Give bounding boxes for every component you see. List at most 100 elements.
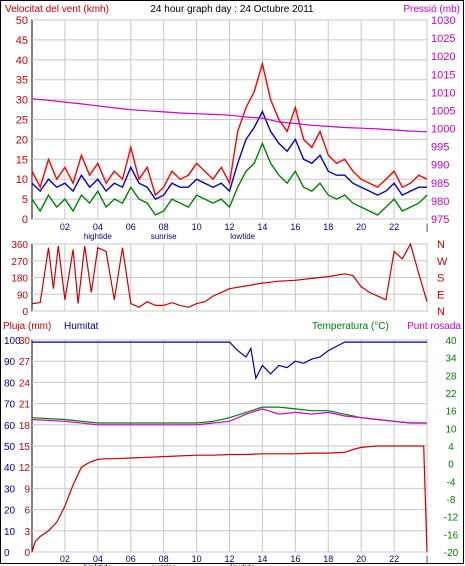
rain-xtick: 06 [126, 554, 136, 564]
wind-ytick-left: 40 [16, 55, 28, 67]
direction-compass-label: N [437, 306, 445, 318]
rain-event-lowtide: lowtide [230, 563, 255, 566]
rain-ytick: 30 [19, 336, 31, 347]
pressure-ytick-right: 990 [431, 160, 449, 172]
temperature-ytick: 34 [445, 354, 457, 365]
rain-xtick: 02 [60, 554, 70, 564]
wind-xtick: 04 [93, 222, 103, 232]
wind-xtick: 02 [60, 222, 70, 232]
rain-ytick: 9 [24, 484, 30, 495]
rain-xtick: 08 [159, 554, 169, 564]
direction-ytick: 0 [22, 307, 28, 318]
wind-ytick-left: 15 [16, 154, 28, 166]
wind-ytick-left: 10 [16, 174, 28, 186]
direction-ytick: 180 [11, 274, 28, 285]
humidity-ytick: 60 [4, 421, 16, 432]
wind-ytick-left: 5 [22, 194, 28, 206]
pressure-ylabel-right: Pressió (mb) [403, 4, 460, 15]
rain-xtick: 12 [224, 554, 234, 564]
rain-xtick: 04 [93, 554, 103, 564]
humidity-ytick: 30 [4, 484, 16, 495]
pressure-ytick-right: 1025 [431, 33, 455, 45]
pressure-ytick-right: 995 [431, 142, 449, 154]
rain-ytick: 12 [19, 463, 31, 474]
wind-xtick: | [426, 222, 428, 232]
dewpoint-ylabel: Punt rosada [407, 321, 461, 332]
wind-ytick-left: 35 [16, 75, 28, 87]
temperature-ytick: -20 [444, 548, 459, 559]
series-humidity [32, 341, 427, 381]
rain-ytick: 3 [24, 527, 30, 538]
pressure-ytick-right: 1010 [431, 87, 455, 99]
rain-ytick: 21 [19, 400, 31, 411]
wind-xtick: 12 [224, 222, 234, 232]
humidity-ytick: 90 [4, 357, 16, 368]
wind-event-sunrise: sunrise [151, 232, 177, 241]
wind-xtick: 16 [290, 222, 300, 232]
humidity-ytick: 0 [4, 548, 10, 559]
direction-compass-label: N [437, 239, 445, 251]
pressure-ytick-right: 1030 [431, 15, 455, 27]
rain-xtick: 16 [290, 554, 300, 564]
rain-xtick: 20 [356, 554, 366, 564]
rain-event-hightide: hightide [84, 563, 113, 566]
direction-compass-label: W [437, 256, 448, 268]
wind-event-lowtide: lowtide [230, 232, 255, 241]
pressure-ytick-right: 985 [431, 178, 449, 190]
humidity-ylabel: Humitat [64, 321, 99, 332]
direction-compass-label: S [437, 273, 444, 285]
rain-ytick: 27 [19, 357, 31, 368]
temperature-ytick: 16 [445, 407, 457, 418]
pressure-ytick-right: 1020 [431, 51, 455, 63]
wind-ytick-left: 0 [22, 214, 28, 226]
wind-xtick: 22 [389, 222, 399, 232]
pressure-ytick-right: 1000 [431, 124, 455, 136]
rain-ytick: 18 [19, 421, 31, 432]
series-pressure [31, 98, 428, 133]
rain-ytick: 0 [24, 548, 30, 559]
humidity-ytick: 50 [4, 442, 16, 453]
direction-ytick: 360 [11, 240, 28, 251]
series-wind [31, 109, 427, 200]
humidity-ytick: 10 [4, 527, 16, 538]
series-dewpoint [31, 408, 427, 426]
series-direction [31, 242, 428, 308]
pressure-ytick-right: 1015 [431, 69, 455, 81]
pressure-ytick-right: 980 [431, 196, 449, 208]
pressure-ytick-right: 975 [431, 214, 449, 226]
temperature-ytick: -16 [444, 530, 459, 541]
wind-ytick-left: 25 [16, 115, 28, 127]
series-wind-min [31, 141, 428, 216]
rain-xtick: 10 [192, 554, 202, 564]
humidity-ytick: 80 [4, 378, 16, 389]
temperature-ylabel: Temperatura (°C) [312, 321, 389, 332]
wind-xtick: 18 [323, 222, 333, 232]
wind-ytick-left: 30 [16, 95, 28, 107]
temperature-ytick: 0 [448, 460, 454, 471]
series-rain [31, 445, 428, 553]
direction-compass-label: E [437, 289, 444, 301]
rain-xtick: 22 [389, 554, 399, 564]
wind-event-hightide: hightide [84, 232, 113, 241]
rain-ytick: 6 [24, 506, 30, 517]
wind-ytick-left: 50 [16, 15, 28, 27]
wind-ylabel-left: Velocitat del vent (kmh) [5, 4, 109, 15]
temperature-ytick: 22 [445, 389, 457, 400]
direction-ytick: 90 [17, 290, 29, 301]
rain-ytick: 15 [19, 442, 31, 453]
wind-xtick: 06 [126, 222, 136, 232]
humidity-ytick: 70 [4, 400, 16, 411]
wind-ytick-left: 20 [16, 134, 28, 146]
rain-ytick: 24 [19, 378, 31, 389]
wind-title: 24 hour graph day : 24 Octubre 2011 [150, 4, 314, 15]
wind-xtick: 08 [159, 222, 169, 232]
wind-xtick: 20 [356, 222, 366, 232]
temperature-ytick: 40 [445, 336, 457, 347]
rain-ylabel: Pluja (mm) [3, 321, 51, 332]
temperature-ytick: 28 [445, 371, 457, 382]
rain-xtick: 14 [257, 554, 267, 564]
temperature-ytick: 4 [448, 442, 454, 453]
temperature-ytick: -4 [447, 477, 456, 488]
